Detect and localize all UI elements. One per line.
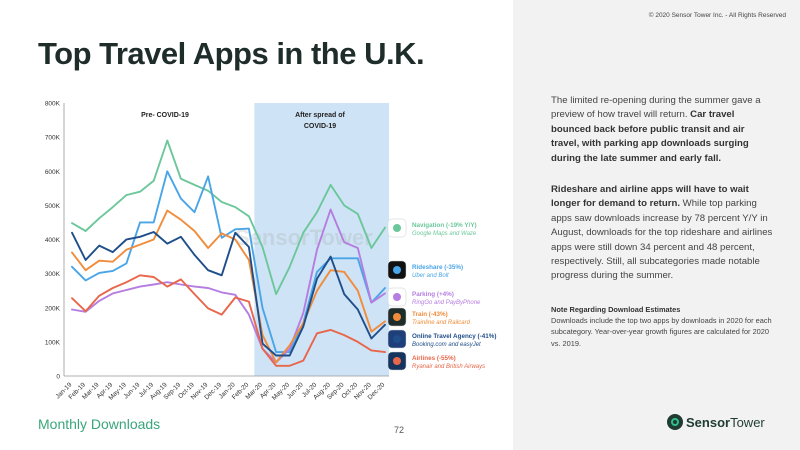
legend-entry: Parking (+4%) RingGo and PayByPhone: [387, 287, 481, 307]
sensor-tower-logo: SensorTower: [667, 414, 765, 430]
logo-regular: Tower: [730, 414, 765, 430]
summary-paragraph-2: Rideshare and airline apps will have to …: [551, 183, 773, 284]
uber-icon-glyph: [393, 266, 401, 274]
y-tick-label: 0: [56, 374, 60, 381]
y-tick-label: 400K: [45, 237, 61, 244]
legend-label: Rideshare (-35%): [412, 264, 463, 271]
series-line: [71, 170, 386, 354]
y-tick-label: 100K: [45, 339, 61, 346]
page-title: Top Travel Apps in the U.K.: [38, 36, 425, 71]
legend-label: Airlines (-55%): [412, 355, 456, 362]
y-tick-label: 800K: [45, 101, 61, 108]
summary-2-text: While top parking apps saw downloads inc…: [551, 198, 773, 282]
legend-label: Train (-43%): [412, 311, 448, 318]
legend-sublabel: Uber and Bolt: [412, 273, 449, 279]
series-line: [71, 209, 386, 364]
train-icon-glyph: [393, 313, 401, 321]
page-number: 72: [394, 425, 405, 435]
y-tick-label: 700K: [45, 135, 61, 142]
y-tick-label: 200K: [45, 305, 61, 312]
after-covid-annotation-line2: COVID-19: [304, 123, 336, 130]
legend-sublabel: Ryanair and British Airways: [412, 364, 485, 370]
legend-entry: Train (-43%) Trainline and Railcard: [387, 307, 471, 327]
after-covid-annotation-line1: After spread of: [295, 112, 345, 119]
booking-icon-glyph: [393, 335, 401, 343]
series-line: [71, 139, 386, 296]
parking-icon-glyph: [393, 293, 401, 301]
legend-label: Parking (+4%): [412, 291, 454, 298]
legend-entry: Online Travel Agency (-41%) Booking.com a…: [387, 329, 496, 349]
pre-covid-annotation: Pre- COVID-19: [141, 112, 189, 119]
legend-label: Navigation (-19% Y/Y): [412, 222, 477, 229]
y-tick-label: 500K: [45, 203, 61, 210]
series-line: [71, 274, 386, 367]
y-tick-label: 300K: [45, 271, 61, 278]
note-title: Note Regarding Download Estimates: [551, 305, 681, 314]
line-chart: SensorTower0100K200K300K400K500K600K700K…: [45, 101, 497, 402]
summary-1-text: The limited re-opening during the summer…: [551, 95, 761, 121]
y-tick-label: 600K: [45, 169, 61, 176]
summary-1-bold: Car travel bounced back before public tr…: [551, 109, 749, 164]
sensor-tower-logo-icon: [667, 414, 683, 430]
series-line: [71, 231, 386, 357]
series-line: [71, 208, 386, 364]
right-panel: [513, 0, 800, 450]
logo-text: SensorTower: [686, 415, 765, 430]
legend-sublabel: RingGo and PayByPhone: [412, 300, 481, 306]
legend-sublabel: Google Maps and Waze: [412, 231, 477, 237]
download-estimates-note: Note Regarding Download Estimates Downlo…: [551, 304, 773, 349]
legend-entry: Navigation (-19% Y/Y) Google Maps and Waz…: [387, 218, 477, 238]
legend-sublabel: Trainline and Railcard: [412, 320, 471, 326]
airline-icon-glyph: [393, 357, 401, 365]
note-text: Downloads include the top two apps by do…: [551, 316, 772, 348]
summary-2-bold: Rideshare and airline apps will have to …: [551, 184, 749, 210]
legend-entry: Rideshare (-35%) Uber and Bolt: [387, 260, 463, 280]
summary-paragraph-1: The limited re-opening during the summer…: [551, 94, 773, 166]
copyright: © 2020 Sensor Tower Inc. - All Rights Re…: [648, 12, 786, 19]
legend-sublabel: Booking.com and easyJet: [412, 342, 481, 348]
legend-entry: Airlines (-55%) Ryanair and British Airwa…: [387, 351, 485, 371]
logo-bold: Sensor: [686, 414, 731, 430]
navigation-icon-glyph: [393, 224, 401, 232]
monthly-downloads-label: Monthly Downloads: [38, 416, 161, 432]
legend-label: Online Travel Agency (-41%): [412, 333, 496, 340]
